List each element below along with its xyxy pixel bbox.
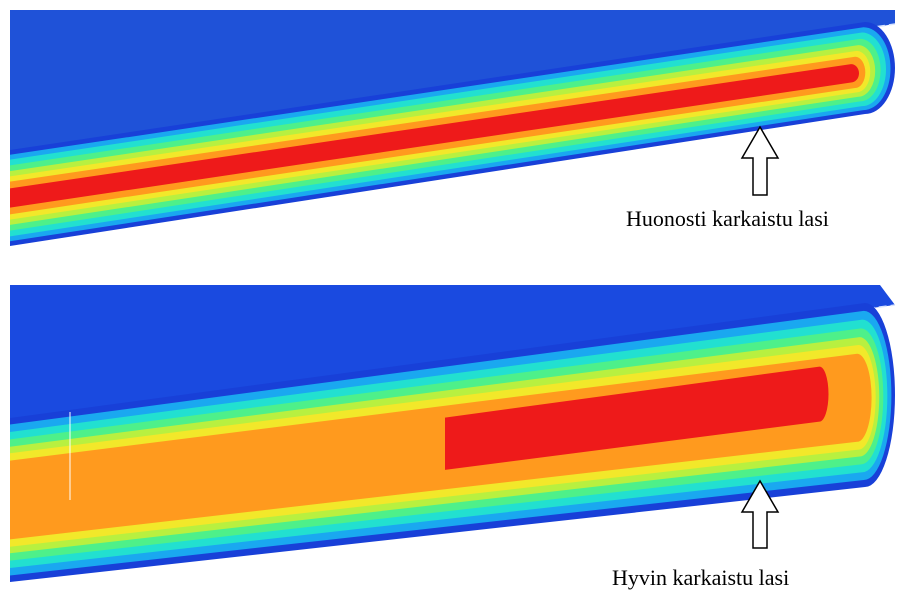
panel-label: Huonosti karkaistu lasi: [626, 206, 829, 231]
page: Huonosti karkaistu lasi Hyvin karkaistu …: [0, 0, 902, 592]
scene: Huonosti karkaistu lasi Hyvin karkaistu …: [0, 0, 902, 592]
panel-label: Hyvin karkaistu lasi: [612, 565, 789, 590]
arrow: [742, 127, 778, 195]
